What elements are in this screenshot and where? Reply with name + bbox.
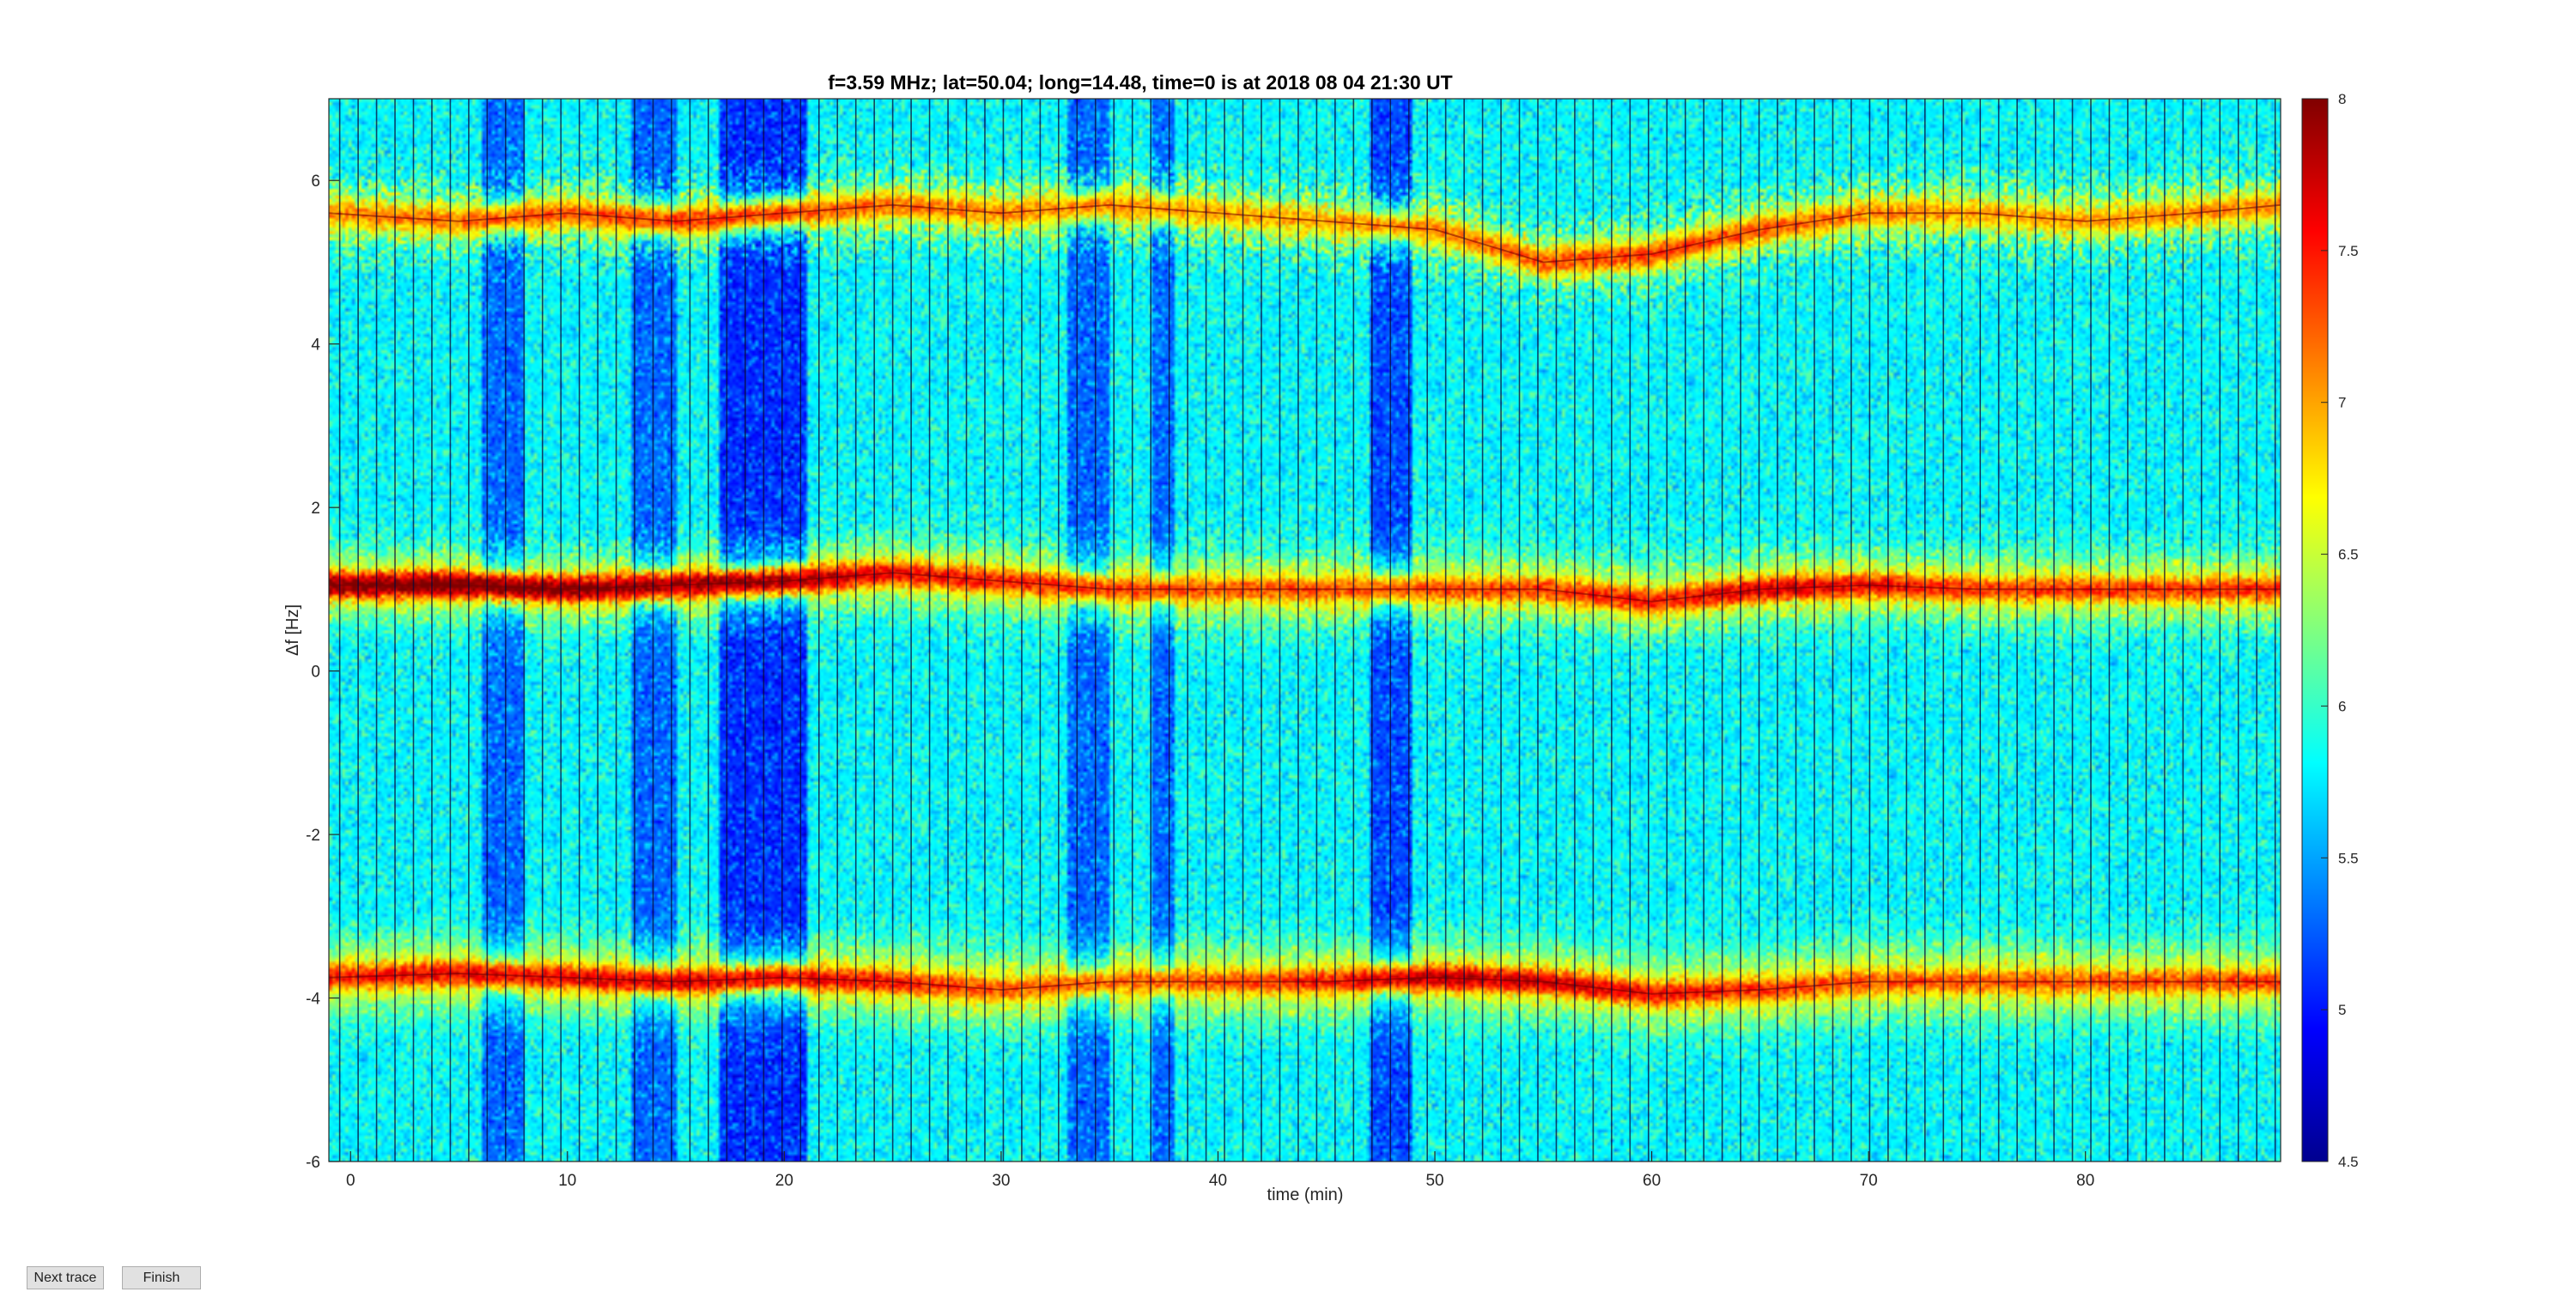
trace-line-3 [328, 972, 2281, 995]
y-tick-label: 2 [311, 500, 320, 518]
spectrogram-heatmap [329, 99, 2281, 1162]
colorbar-tick-label: 6.5 [2338, 547, 2359, 563]
x-tick-label: 50 [1425, 1172, 1443, 1190]
colorbar-tick-label: 8 [2338, 91, 2346, 107]
colorbar-ticks: 4.5 5 5.5 6 6.5 7 7.5 8 [2321, 91, 2359, 1170]
x-tick-label: 80 [2076, 1172, 2094, 1190]
plot-frame [328, 98, 2281, 1162]
chart-title: f=3.59 MHz; lat=50.04; long=14.48, time=… [828, 71, 1452, 94]
y-tick-label: 6 [311, 173, 320, 191]
trace-line-1 [328, 203, 2281, 264]
x-tick-label: 40 [1209, 1172, 1227, 1190]
x-tick-label: 30 [992, 1172, 1010, 1190]
x-tick-label: 0 [346, 1172, 355, 1190]
y-tick-label: -6 [306, 1154, 320, 1172]
y-tick-label: -2 [306, 827, 320, 845]
y-tick-label: 0 [311, 664, 320, 682]
finish-button[interactable]: Finish [122, 1266, 201, 1289]
y-axis-ticks: -6 -4 -2 0 2 4 6 [306, 173, 339, 1172]
colorbar-tick-label: 7 [2338, 395, 2346, 411]
x-axis-label: time (min) [1267, 1186, 1344, 1204]
colorbar-tick-label: 5 [2338, 1002, 2346, 1018]
colorbar-tick-label: 4.5 [2338, 1154, 2359, 1170]
x-axis-ticks: 0 10 20 30 40 50 60 70 80 [346, 1151, 2094, 1190]
trace-lines [328, 203, 2281, 995]
x-tick-label: 10 [558, 1172, 576, 1190]
y-tick-label: 4 [311, 337, 320, 355]
spectrogram-plot-area [328, 98, 2281, 1162]
x-tick-label: 20 [775, 1172, 793, 1190]
y-tick-label: -4 [306, 991, 320, 1009]
y-axis-label: Δf [Hz] [283, 604, 302, 656]
colorbar: 4.5 5 5.5 6 6.5 7 7.5 8 [2301, 91, 2359, 1170]
colorbar-gradient [2301, 98, 2329, 1162]
colorbar-tick-label: 7.5 [2338, 243, 2359, 259]
colorbar-tick-label: 5.5 [2338, 850, 2359, 866]
colorbar-tick-label: 6 [2338, 698, 2346, 714]
trace-line-2 [329, 572, 2281, 603]
x-tick-label: 60 [1643, 1172, 1661, 1190]
time-slot-separators [338, 99, 2276, 1162]
next-trace-button[interactable]: Next trace [27, 1266, 104, 1289]
x-tick-label: 70 [1860, 1172, 1878, 1190]
